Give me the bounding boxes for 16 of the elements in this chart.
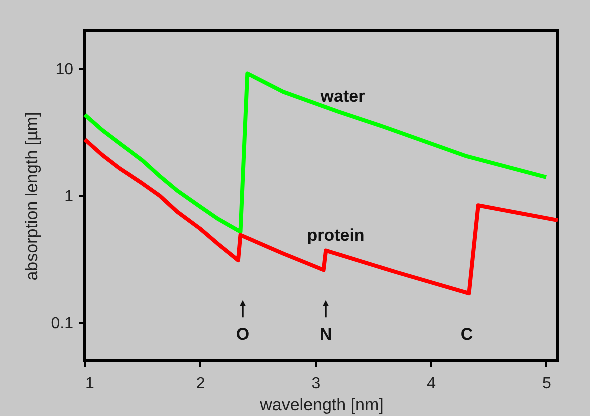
x-axis-title: wavelength [nm] (259, 396, 384, 414)
y-axis-title: absorption length [µm] (22, 112, 42, 281)
x-tick-label: 2 (196, 376, 206, 392)
series-label: water (320, 87, 366, 106)
y-tick-label: 0.1 (51, 315, 74, 332)
x-tick-label: 5 (542, 376, 552, 392)
series-label: protein (307, 226, 365, 245)
line-series (83, 138, 560, 296)
y-tick-label: 1 (64, 188, 74, 206)
x-tick-label: 3 (312, 376, 321, 392)
annotation: N (320, 325, 332, 344)
annotation: C (460, 325, 474, 344)
annotation: O (236, 325, 250, 344)
y-tick-label: 10 (56, 62, 74, 79)
x-tick-label: 1 (86, 376, 94, 392)
x-tick-label: 4 (427, 376, 436, 392)
